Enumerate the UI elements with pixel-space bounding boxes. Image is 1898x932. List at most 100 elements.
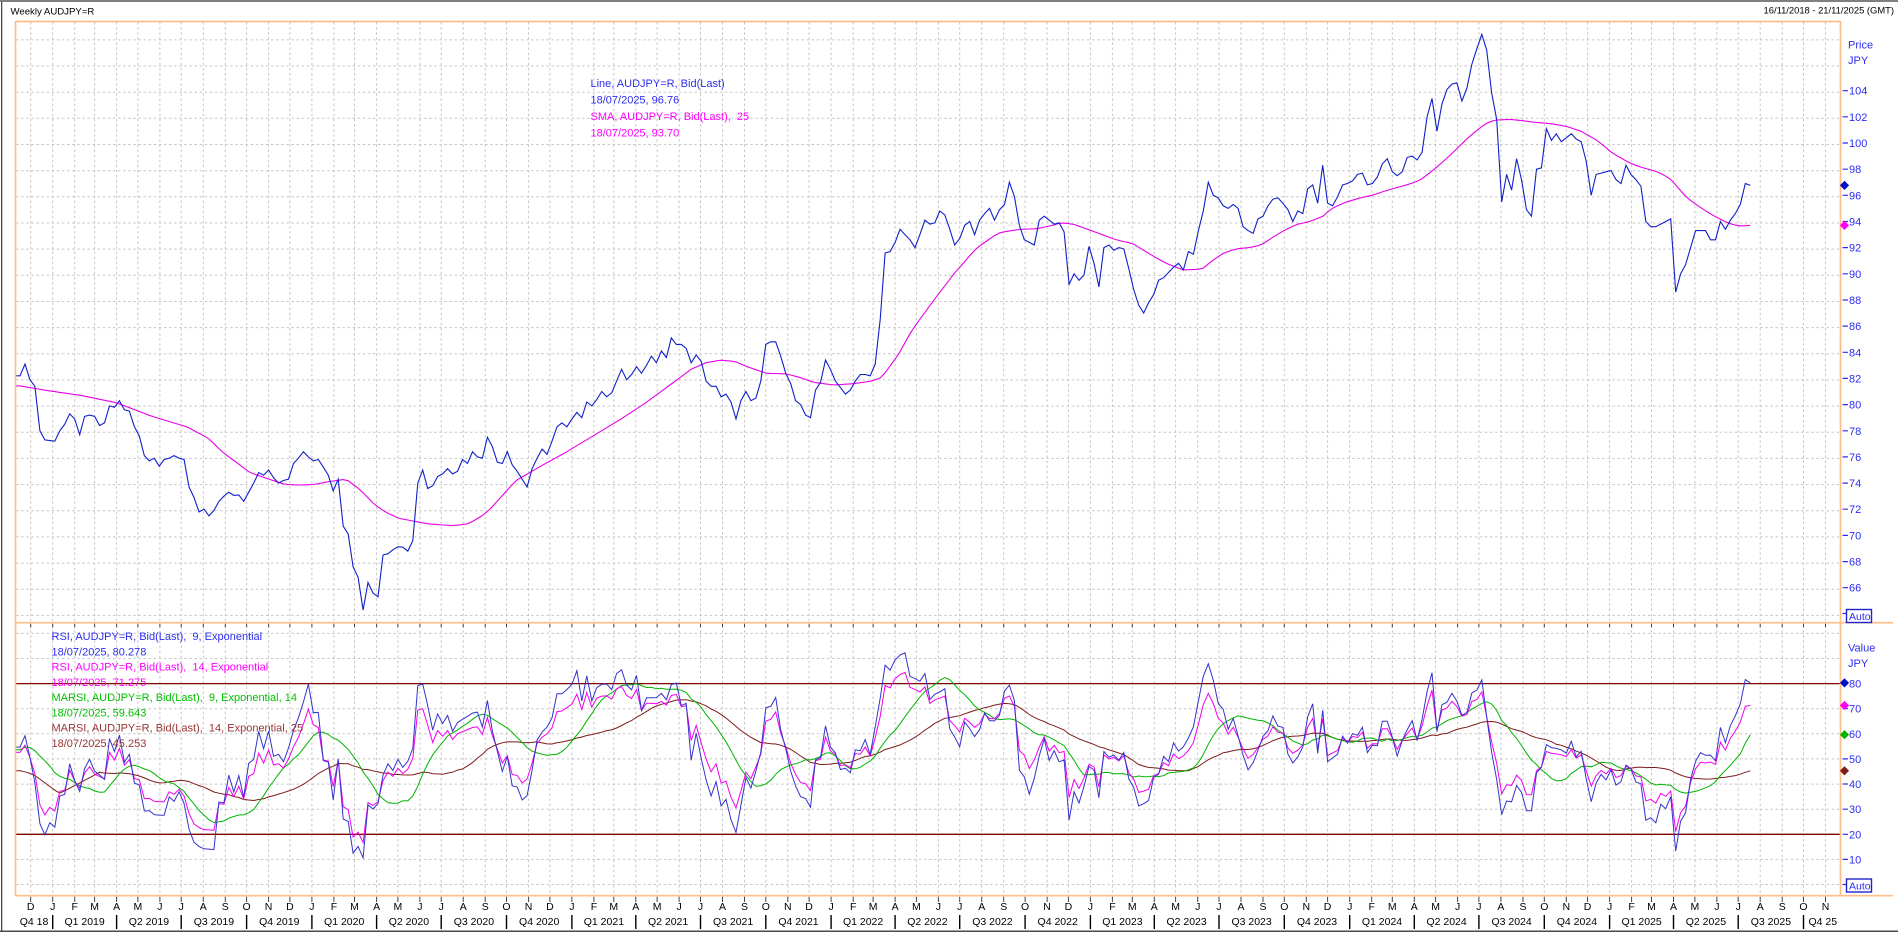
svg-text:N: N: [525, 901, 533, 913]
svg-text:18/07/2025, 59.643: 18/07/2025, 59.643: [52, 708, 147, 720]
svg-text:Q3 2024: Q3 2024: [1491, 916, 1531, 928]
svg-text:M: M: [1171, 901, 1180, 913]
svg-text:Q3 2023: Q3 2023: [1231, 916, 1271, 928]
svg-text:72: 72: [1849, 504, 1861, 516]
svg-text:16/11/2018 - 21/11/2025 (GMT): 16/11/2018 - 21/11/2025 (GMT): [1764, 5, 1894, 16]
svg-text:M: M: [394, 901, 403, 913]
svg-text:JPY: JPY: [1848, 658, 1869, 670]
svg-text:F: F: [71, 901, 77, 913]
svg-text:F: F: [1109, 901, 1115, 913]
svg-text:S: S: [482, 901, 489, 913]
svg-text:RSI, AUDJPY=R, Bid(Last), 9,: RSI, AUDJPY=R, Bid(Last), 9, Exponential: [52, 631, 263, 643]
svg-text:60: 60: [1849, 729, 1861, 741]
svg-text:Q1 2023: Q1 2023: [1102, 916, 1142, 928]
svg-text:D: D: [1065, 901, 1073, 913]
svg-text:M: M: [350, 901, 359, 913]
svg-text:18/07/2025, 96.76: 18/07/2025, 96.76: [591, 95, 680, 107]
svg-text:M: M: [1388, 901, 1397, 913]
svg-text:70: 70: [1849, 530, 1861, 542]
svg-text:102: 102: [1849, 112, 1867, 124]
svg-text:M: M: [912, 901, 921, 913]
svg-text:Q1 2022: Q1 2022: [843, 916, 883, 928]
svg-text:A: A: [1151, 901, 1158, 913]
svg-text:A: A: [892, 901, 899, 913]
svg-text:100: 100: [1849, 138, 1867, 150]
svg-text:D: D: [1584, 901, 1592, 913]
svg-text:Weekly AUDJPY=R: Weekly AUDJPY=R: [11, 7, 95, 18]
svg-text:M: M: [1691, 901, 1700, 913]
svg-text:J: J: [936, 901, 941, 913]
svg-text:86: 86: [1849, 321, 1861, 333]
svg-text:J: J: [1195, 901, 1200, 913]
svg-text:M: M: [90, 901, 99, 913]
svg-text:Q2 2019: Q2 2019: [129, 916, 169, 928]
svg-text:M: M: [1431, 901, 1440, 913]
svg-text:O: O: [1799, 901, 1807, 913]
svg-text:96: 96: [1849, 190, 1861, 202]
svg-text:70: 70: [1849, 704, 1861, 716]
svg-text:104: 104: [1849, 86, 1867, 98]
svg-text:Q2 2023: Q2 2023: [1166, 916, 1206, 928]
svg-text:J: J: [1347, 901, 1352, 913]
svg-text:Q1 2021: Q1 2021: [584, 916, 624, 928]
svg-text:Q4 2020: Q4 2020: [519, 916, 559, 928]
svg-text:M: M: [1128, 901, 1137, 913]
svg-text:J: J: [957, 901, 962, 913]
svg-text:A: A: [1757, 901, 1764, 913]
svg-text:10: 10: [1849, 854, 1861, 866]
svg-text:M: M: [869, 901, 878, 913]
svg-text:J: J: [1455, 901, 1460, 913]
svg-text:M: M: [609, 901, 618, 913]
svg-text:18/07/2025, 93.70: 18/07/2025, 93.70: [591, 128, 680, 140]
svg-text:J: J: [1476, 901, 1481, 913]
svg-text:D: D: [286, 901, 294, 913]
svg-text:Q2 2022: Q2 2022: [907, 916, 947, 928]
svg-text:O: O: [1021, 901, 1029, 913]
svg-text:Line, AUDJPY=R, Bid(Last): Line, AUDJPY=R, Bid(Last): [591, 78, 725, 90]
svg-text:RSI, AUDJPY=R, Bid(Last), 14,: RSI, AUDJPY=R, Bid(Last), 14, Exponentia…: [52, 662, 269, 674]
svg-text:S: S: [1519, 901, 1526, 913]
svg-text:76: 76: [1849, 452, 1861, 464]
svg-text:A: A: [719, 901, 726, 913]
svg-text:A: A: [113, 901, 120, 913]
svg-text:90: 90: [1849, 269, 1861, 281]
svg-text:F: F: [331, 901, 337, 913]
svg-text:MARSI, AUDJPY=R, Bid(Last), 9: MARSI, AUDJPY=R, Bid(Last), 9, Exponenti…: [52, 692, 297, 704]
svg-text:A: A: [460, 901, 467, 913]
svg-text:Q2 2021: Q2 2021: [648, 916, 688, 928]
svg-text:N: N: [1303, 901, 1311, 913]
svg-text:Price: Price: [1848, 40, 1873, 52]
svg-text:Q3 2021: Q3 2021: [713, 916, 753, 928]
svg-text:D: D: [27, 901, 35, 913]
svg-text:84: 84: [1849, 347, 1861, 359]
svg-text:M: M: [134, 901, 143, 913]
svg-text:A: A: [1411, 901, 1418, 913]
svg-text:Q4 2022: Q4 2022: [1038, 916, 1078, 928]
svg-text:82: 82: [1849, 373, 1861, 385]
svg-text:D: D: [805, 901, 813, 913]
svg-text:94: 94: [1849, 217, 1861, 229]
svg-text:Q1 2020: Q1 2020: [324, 916, 364, 928]
svg-text:A: A: [1670, 901, 1677, 913]
svg-text:74: 74: [1849, 478, 1861, 490]
svg-text:F: F: [1628, 901, 1634, 913]
svg-text:J: J: [698, 901, 703, 913]
svg-text:N: N: [1822, 901, 1830, 913]
svg-text:N: N: [1043, 901, 1051, 913]
svg-text:S: S: [1000, 901, 1007, 913]
svg-text:Q4 2024: Q4 2024: [1557, 916, 1597, 928]
svg-text:S: S: [1779, 901, 1786, 913]
svg-text:M: M: [1647, 901, 1656, 913]
svg-text:J: J: [309, 901, 314, 913]
svg-text:J: J: [1216, 901, 1221, 913]
svg-text:F: F: [591, 901, 597, 913]
svg-text:J: J: [157, 901, 162, 913]
svg-text:JPY: JPY: [1848, 55, 1869, 67]
svg-text:Q2 2025: Q2 2025: [1686, 916, 1726, 928]
svg-text:Q4 18: Q4 18: [20, 916, 49, 928]
svg-text:M: M: [653, 901, 662, 913]
svg-text:Q3 2022: Q3 2022: [972, 916, 1012, 928]
svg-text:S: S: [1259, 901, 1266, 913]
svg-text:O: O: [502, 901, 510, 913]
svg-text:J: J: [179, 901, 184, 913]
